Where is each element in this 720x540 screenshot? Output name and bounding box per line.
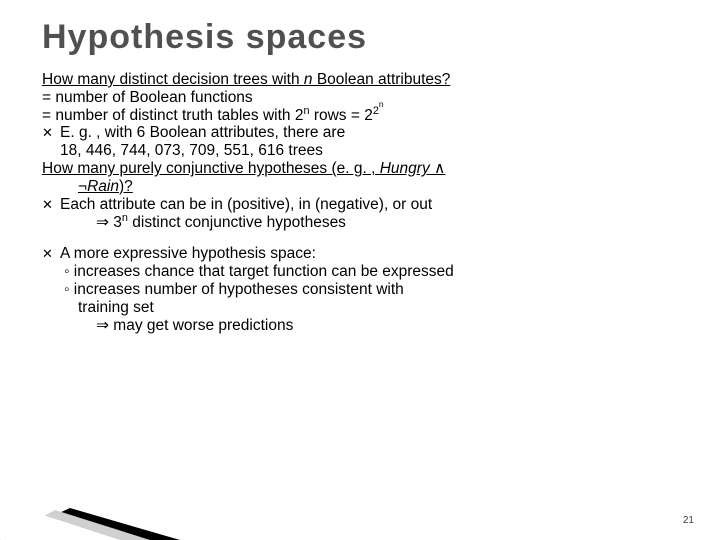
bullet-example-6-attrs: ✕ E. g. , with 6 Boolean attributes, the… (42, 124, 678, 160)
l3-sup2: 2 (373, 104, 379, 116)
q2-close: )? (119, 178, 133, 195)
line-truth-tables: = number of distinct truth tables with 2… (42, 107, 678, 125)
question-1: How many distinct decision trees with n … (42, 71, 678, 89)
l3-prefix: = number of distinct truth tables with 2 (42, 107, 303, 124)
b2-pre: ⇒ 3 (96, 214, 122, 231)
question-2: How many purely conjunctive hypotheses (… (42, 160, 678, 178)
b3-sub1: ◦ increases chance that target function … (60, 263, 678, 281)
bullet-icon: ✕ (42, 196, 60, 213)
q2-not: ¬ (78, 178, 87, 195)
bullet-icon: ✕ (42, 124, 60, 141)
b3-sub2a: ◦ increases number of hypotheses consist… (60, 281, 678, 299)
l3-sup3: n (379, 99, 384, 109)
slide-title: Hypothesis spaces (42, 18, 678, 57)
q2-and: ∧ (430, 160, 446, 177)
q2-hungry: Hungry (380, 160, 430, 177)
q1-suffix: Boolean attributes? (313, 71, 451, 88)
b1-line2: 18, 446, 744, 073, 709, 551, 616 trees (60, 142, 678, 160)
q2-rain: Rain (87, 178, 119, 195)
b2-post: distinct conjunctive hypotheses (128, 214, 346, 231)
b3-conclusion: ⇒ may get worse predictions (60, 317, 678, 335)
bullet-expressive-space: ✕ A more expressive hypothesis space: ◦ … (42, 245, 678, 334)
bullet-icon: ✕ (42, 245, 60, 262)
question-2-line2: ¬Rain)? (42, 178, 678, 196)
q1-prefix: How many distinct decision trees with (42, 71, 304, 88)
l3-mid: rows = 2 (310, 107, 373, 124)
q1-n: n (304, 71, 313, 88)
b3-line1: A more expressive hypothesis space: (60, 245, 678, 263)
q2-prefix: How many purely conjunctive hypotheses (… (42, 160, 380, 177)
b3-sub2b: training set (60, 299, 678, 317)
bullet-attribute-states: ✕ Each attribute can be in (positive), i… (42, 196, 678, 232)
b1-line1: E. g. , with 6 Boolean attributes, there… (60, 124, 678, 142)
line-boolean-functions: = number of Boolean functions (42, 89, 678, 107)
slide-body: How many distinct decision trees with n … (42, 71, 678, 334)
corner-decoration (0, 500, 200, 540)
b2-line1: Each attribute can be in (positive), in … (60, 196, 678, 214)
page-number: 21 (683, 515, 694, 526)
